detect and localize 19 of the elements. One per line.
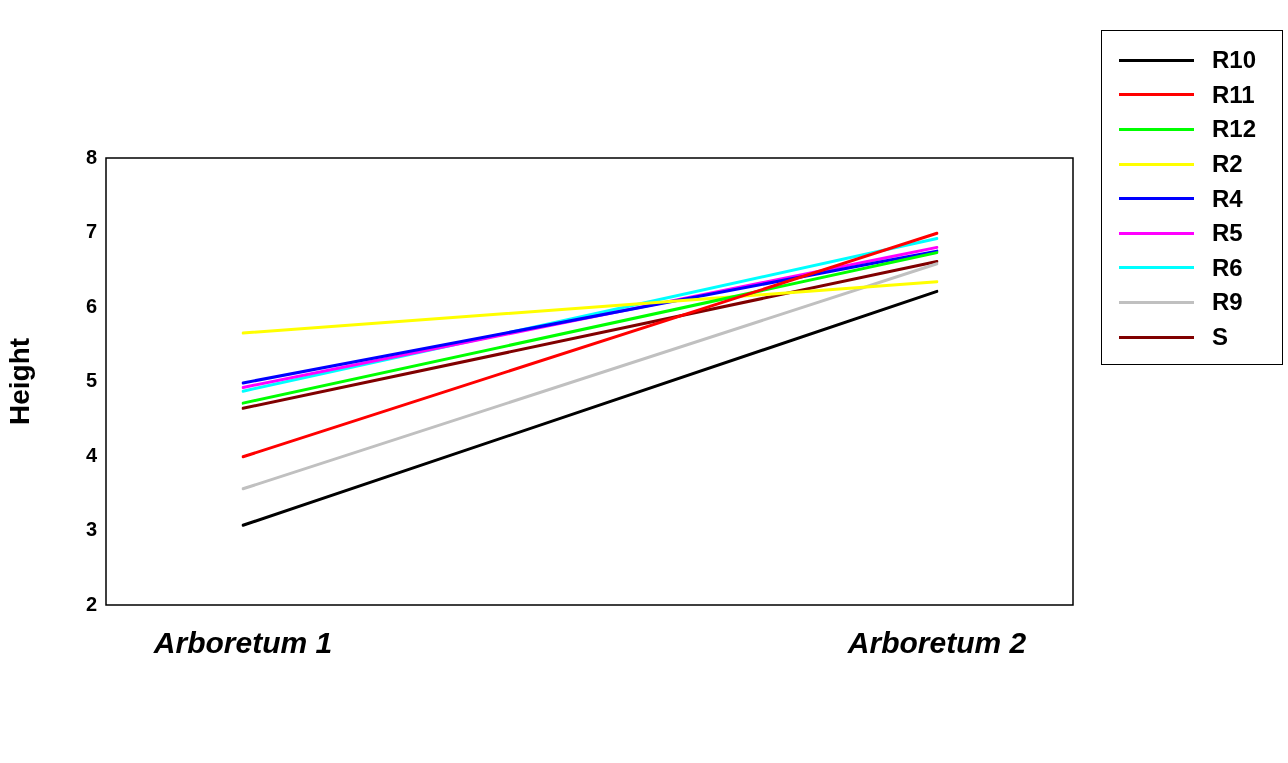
y-tick-label: 7 bbox=[85, 220, 97, 243]
legend-label: R5 bbox=[1212, 219, 1243, 248]
x-tick-label: Arboretum 1 bbox=[152, 626, 333, 660]
y-tick-label: 8 bbox=[85, 145, 97, 168]
y-tick-label: 5 bbox=[85, 369, 97, 392]
legend-label: R6 bbox=[1212, 253, 1243, 282]
legend-label: R11 bbox=[1212, 80, 1255, 109]
y-tick-label: 2 bbox=[85, 592, 97, 615]
legend-label: S bbox=[1212, 323, 1229, 352]
y-axis-title: Height bbox=[3, 337, 35, 426]
y-tick-label: 6 bbox=[85, 294, 97, 317]
y-tick-label: 3 bbox=[85, 518, 97, 541]
legend-label: R2 bbox=[1212, 150, 1243, 179]
legend-label: R4 bbox=[1212, 184, 1243, 213]
y-tick-label: 4 bbox=[85, 443, 98, 466]
x-tick-label: Arboretum 2 bbox=[846, 626, 1027, 660]
legend-label: R12 bbox=[1212, 115, 1257, 144]
legend-label: R10 bbox=[1212, 46, 1257, 75]
legend-label: R9 bbox=[1212, 288, 1243, 317]
